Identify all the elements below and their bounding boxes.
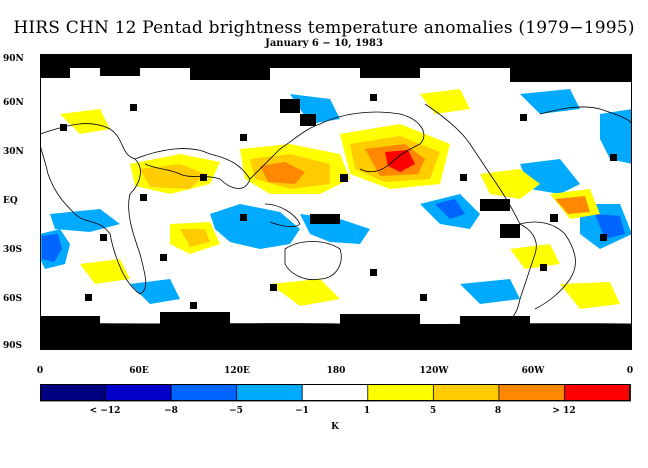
colorbar-swatch-0 — [40, 384, 107, 402]
colorbar-label-minus-8: −8 — [164, 406, 178, 416]
lat-label-90s: 90S — [3, 341, 23, 351]
colorbar-swatch-1 — [105, 384, 173, 402]
lat-label-eq: EQ — [3, 196, 18, 206]
lat-label-60n: 60N — [3, 98, 24, 108]
lon-label-60w: 60W — [521, 366, 545, 376]
lon-label-0: 0 — [36, 366, 44, 376]
colorbar-swatch-2 — [170, 384, 238, 402]
coastlines — [40, 103, 632, 325]
lon-label-60e: 60E — [129, 366, 149, 376]
lon-label-180: 180 — [326, 366, 346, 376]
missing-data-squares — [60, 94, 617, 309]
colorbar-label-gt-12: > 12 — [552, 406, 576, 416]
colorbar-label-8: 8 — [494, 406, 502, 416]
missing-data-polar — [40, 54, 632, 350]
colorbar-swatch-6 — [432, 384, 500, 402]
lon-label-120w: 120W — [419, 366, 449, 376]
colorbar-label-minus-5: −5 — [229, 406, 243, 416]
colorbar-swatch-5 — [367, 384, 435, 402]
map-title: HIRS CHN 12 Pentad brightness temperatur… — [13, 18, 635, 38]
colorbar-unit: K — [331, 422, 339, 432]
colorbar-swatch-7 — [498, 384, 566, 402]
lat-label-30s: 30S — [3, 245, 23, 255]
lon-label-120e: 120E — [224, 366, 250, 376]
map-frame — [40, 54, 632, 350]
lat-label-30n: 30N — [3, 147, 24, 157]
colorbar-swatch-4 — [301, 384, 369, 402]
colorbar-label-minus-1: −1 — [295, 406, 309, 416]
map-subtitle: January 6 − 10, 1983 — [265, 38, 383, 49]
colorbar — [40, 384, 631, 402]
anomaly-map — [40, 54, 632, 350]
colorbar-label-1: 1 — [363, 406, 371, 416]
lon-label-0-end: 0 — [626, 366, 634, 376]
colorbar-swatch-3 — [236, 384, 304, 402]
lat-label-60s: 60S — [3, 294, 23, 304]
lat-label-90n: 90N — [3, 54, 24, 64]
colorbar-label-5: 5 — [429, 406, 437, 416]
colorbar-label-lt-minus-12: < −12 — [89, 406, 121, 416]
colorbar-swatch-8 — [564, 384, 631, 402]
